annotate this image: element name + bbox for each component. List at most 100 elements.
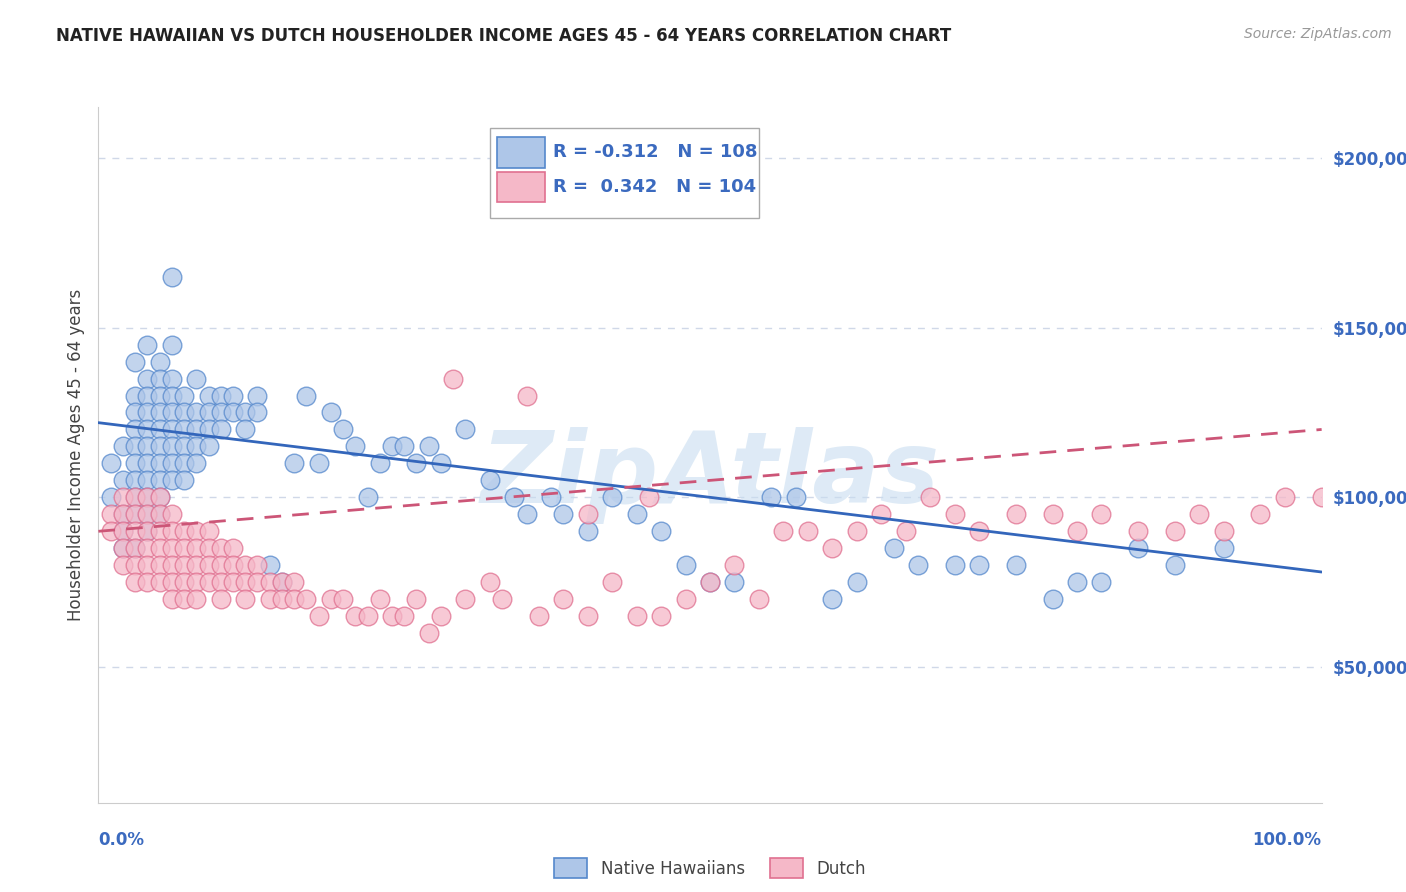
Point: [124, 508, 146, 522]
Point: [626, 609, 648, 624]
Point: [1004, 508, 1026, 522]
Point: [845, 575, 868, 590]
Point: [173, 457, 195, 471]
Point: [233, 558, 256, 573]
Point: [136, 474, 159, 488]
Point: [173, 541, 195, 556]
Point: [160, 508, 183, 522]
Point: [124, 388, 146, 402]
Point: [405, 457, 427, 471]
Point: [173, 592, 195, 607]
Point: [441, 371, 464, 385]
Point: [723, 575, 745, 590]
Point: [1066, 524, 1088, 539]
Point: [160, 269, 183, 284]
Point: [1250, 508, 1272, 522]
Point: [149, 524, 172, 539]
Point: [1128, 524, 1150, 539]
Point: [149, 491, 172, 505]
Point: [233, 592, 256, 607]
Point: [319, 405, 342, 419]
Point: [124, 491, 146, 505]
Point: [173, 524, 195, 539]
Point: [761, 491, 783, 505]
Point: [1066, 575, 1088, 590]
Point: [907, 558, 929, 573]
Point: [845, 524, 868, 539]
Text: NATIVE HAWAIIAN VS DUTCH HOUSEHOLDER INCOME AGES 45 - 64 YEARS CORRELATION CHART: NATIVE HAWAIIAN VS DUTCH HOUSEHOLDER INC…: [56, 27, 952, 45]
Point: [332, 422, 354, 436]
Point: [149, 422, 172, 436]
Point: [136, 558, 159, 573]
Point: [894, 524, 917, 539]
Point: [124, 354, 146, 368]
Point: [173, 439, 195, 453]
Point: [246, 575, 269, 590]
Point: [111, 508, 134, 522]
Point: [111, 474, 134, 488]
Point: [308, 457, 330, 471]
Point: [1128, 541, 1150, 556]
Point: [1188, 508, 1211, 522]
Point: [136, 405, 159, 419]
Point: [136, 524, 159, 539]
Text: Source: ZipAtlas.com: Source: ZipAtlas.com: [1244, 27, 1392, 41]
Point: [111, 491, 134, 505]
Point: [186, 457, 208, 471]
Point: [149, 558, 172, 573]
Point: [650, 524, 672, 539]
Point: [344, 609, 367, 624]
Point: [821, 541, 844, 556]
Point: [576, 609, 599, 624]
Point: [149, 354, 172, 368]
Point: [675, 592, 697, 607]
Point: [478, 575, 501, 590]
Point: [650, 609, 672, 624]
Point: [160, 541, 183, 556]
Point: [124, 541, 146, 556]
Point: [173, 558, 195, 573]
Point: [209, 592, 232, 607]
Point: [136, 422, 159, 436]
Point: [160, 337, 183, 351]
FancyBboxPatch shape: [498, 137, 546, 168]
Point: [197, 524, 219, 539]
Point: [527, 609, 550, 624]
Point: [111, 524, 134, 539]
Point: [699, 575, 721, 590]
Point: [1042, 592, 1064, 607]
Point: [149, 508, 172, 522]
Point: [381, 609, 404, 624]
Point: [233, 422, 256, 436]
Point: [368, 457, 391, 471]
Point: [233, 575, 256, 590]
Point: [209, 575, 232, 590]
Point: [209, 558, 232, 573]
Point: [100, 491, 122, 505]
Point: [124, 524, 146, 539]
Point: [1004, 558, 1026, 573]
Point: [160, 474, 183, 488]
Point: [100, 524, 122, 539]
Point: [186, 405, 208, 419]
Point: [160, 388, 183, 402]
Point: [626, 508, 648, 522]
Point: [259, 592, 281, 607]
Point: [136, 371, 159, 385]
Point: [576, 524, 599, 539]
Point: [1090, 575, 1112, 590]
Point: [173, 474, 195, 488]
Point: [100, 508, 122, 522]
Point: [173, 575, 195, 590]
Point: [124, 541, 146, 556]
Point: [381, 439, 404, 453]
Point: [418, 439, 440, 453]
Point: [136, 491, 159, 505]
Point: [197, 541, 219, 556]
Point: [124, 491, 146, 505]
Point: [270, 575, 294, 590]
Point: [943, 508, 966, 522]
Point: [160, 422, 183, 436]
Point: [209, 405, 232, 419]
Point: [430, 609, 453, 624]
